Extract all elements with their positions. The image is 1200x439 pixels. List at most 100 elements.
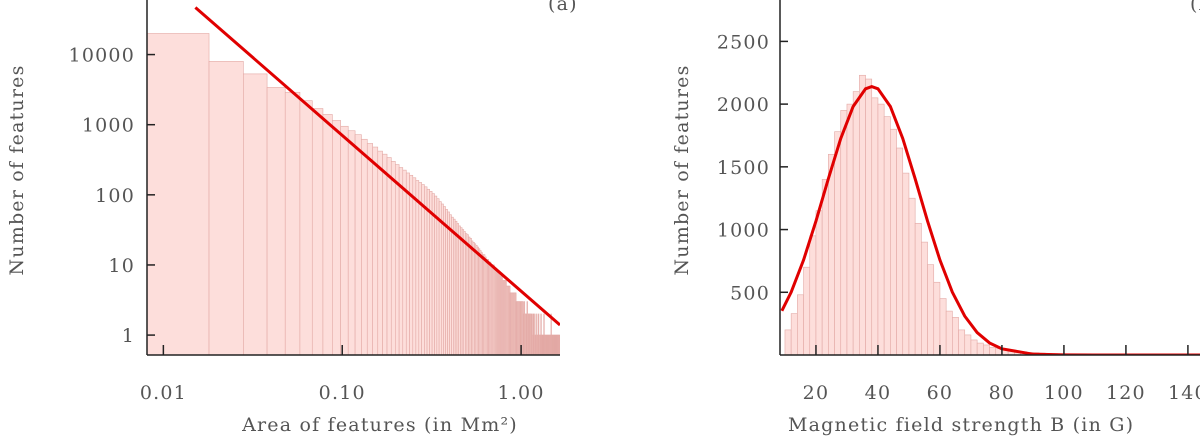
x-axis-title: Area of features (in Mm²) [241, 414, 518, 436]
bar [865, 78, 873, 355]
plot-area [147, 6, 560, 355]
y-tick-label: 100 [95, 185, 135, 207]
bar [418, 182, 422, 355]
bar [372, 146, 379, 355]
bar [828, 153, 835, 355]
bar [908, 197, 916, 355]
bar [347, 130, 356, 355]
y-tick-label: 1000 [82, 115, 135, 137]
bar [377, 150, 383, 355]
bar [332, 120, 341, 355]
bar [299, 100, 313, 355]
y-tick-label: 2000 [717, 94, 770, 116]
x-tick-label: 80 [989, 382, 1016, 404]
bar [952, 317, 959, 355]
bar [386, 157, 392, 355]
bar [914, 222, 922, 355]
bar [840, 110, 848, 355]
panel-label: (b) [1190, 0, 1200, 15]
y-tick-label: 1000 [717, 220, 770, 242]
bar [415, 180, 420, 355]
bar [436, 198, 440, 355]
bar [443, 206, 446, 355]
bar [426, 188, 430, 355]
bar [421, 184, 425, 355]
x-tick-label: 0.01 [140, 382, 187, 404]
y-axis-title: Number of features [671, 64, 693, 275]
bar [890, 128, 897, 355]
bar [815, 210, 823, 355]
bar [852, 91, 860, 355]
bar [964, 334, 972, 355]
y-tick-label: 1500 [717, 157, 770, 179]
bar [361, 138, 368, 355]
bar [933, 281, 941, 355]
bar [438, 201, 442, 355]
fit-line [780, 84, 1200, 355]
bar [989, 347, 997, 355]
x-tick-label: 60 [927, 382, 954, 404]
x-tick-label: 120 [1106, 382, 1146, 404]
bar [871, 97, 879, 355]
bar [939, 298, 947, 355]
bar [859, 74, 866, 355]
bar [441, 203, 444, 355]
x-tick-label: 20 [803, 382, 830, 404]
y-tick-label: 10000 [69, 45, 135, 67]
bar [445, 209, 448, 355]
bar [147, 33, 210, 355]
bar [409, 174, 414, 355]
y-axis-title: Number of features [6, 64, 28, 275]
bar [945, 310, 953, 355]
bar [398, 167, 404, 355]
bar [983, 344, 990, 355]
bar [208, 61, 244, 355]
bar [434, 195, 438, 355]
y-tick-label: 1 [122, 325, 135, 347]
bar [921, 241, 928, 355]
bar [284, 91, 301, 355]
bar [970, 339, 978, 355]
y-tick-label: 2500 [717, 31, 770, 53]
bar [821, 179, 829, 355]
bar [809, 235, 817, 355]
bar [976, 342, 984, 355]
bar [340, 125, 349, 355]
bar [803, 266, 811, 355]
x-axis-title: Magnetic field strength B (in G) [788, 414, 1134, 436]
bar [390, 161, 396, 355]
x-tick-label: 40 [865, 382, 892, 404]
bar [322, 114, 333, 355]
plot-area [780, 74, 1200, 355]
x-tick-label: 0.10 [319, 382, 366, 404]
panel-label: (a) [548, 0, 578, 15]
bar [784, 329, 792, 355]
bar [877, 103, 885, 355]
bar [243, 73, 268, 355]
x-tick-label: 1.00 [498, 382, 545, 404]
y-tick-label: 10 [108, 255, 135, 277]
bar [366, 143, 373, 355]
fit-line [194, 6, 560, 327]
bar [958, 329, 966, 355]
panel: 500 1000 1500 2000 2500 20 40 60 80 100 120 140 Magn… [671, 0, 1200, 436]
bar [927, 264, 935, 355]
bar [394, 164, 400, 355]
bar [311, 108, 324, 355]
bar [405, 172, 410, 355]
bar [402, 169, 407, 355]
bar [790, 313, 798, 355]
x-tick-label: 100 [1044, 382, 1084, 404]
bar [382, 153, 388, 355]
bar [896, 147, 904, 355]
bar [797, 294, 804, 355]
bar [412, 177, 417, 355]
bar [266, 87, 286, 355]
bar [431, 193, 435, 355]
bar [902, 172, 910, 355]
bar [883, 116, 891, 355]
y-tick-label: 500 [730, 282, 770, 304]
bar [424, 186, 428, 355]
